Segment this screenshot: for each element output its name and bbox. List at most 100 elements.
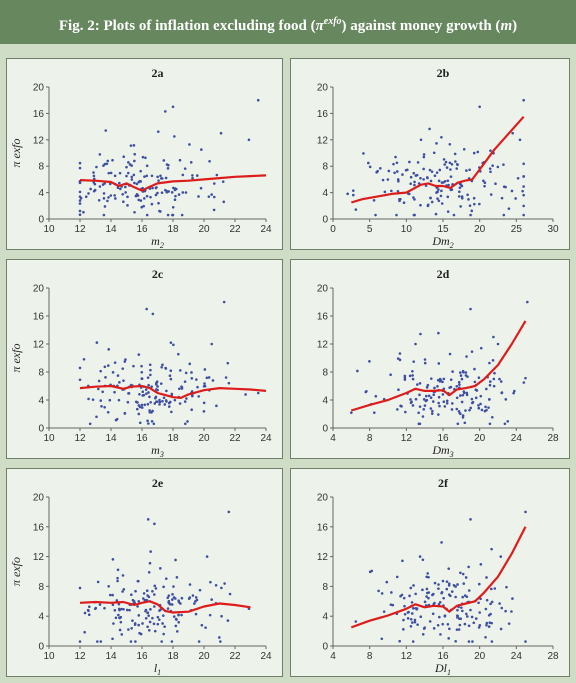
scatter-point (78, 181, 82, 185)
scatter-point (379, 167, 382, 170)
y-tick-label: 16 (33, 522, 45, 533)
scatter-point (487, 406, 490, 409)
scatter-point (469, 213, 472, 217)
scatter-point (459, 374, 463, 377)
scatter-point (163, 625, 166, 628)
scatter-point (449, 175, 453, 178)
scatter-point (432, 151, 436, 155)
scatter-point (161, 622, 164, 625)
y-tick-label: 4 (38, 188, 44, 199)
scatter-point (145, 174, 149, 178)
scatter-point (208, 613, 212, 617)
scatter-point (188, 143, 191, 146)
scatter-point (120, 607, 123, 611)
x-tick-label: 14 (105, 433, 117, 444)
scatter-point (207, 376, 211, 379)
scatter-point (190, 377, 194, 380)
scatter-point (170, 598, 174, 601)
scatter-point (441, 380, 444, 384)
scatter-point (413, 620, 417, 624)
y-tick-label: 4 (38, 396, 44, 407)
scatter-point (396, 408, 399, 411)
scatter-point (389, 603, 393, 606)
scatter-point (512, 391, 515, 395)
x-tick-label: 14 (105, 224, 117, 235)
x-tick-label: 10 (401, 224, 413, 235)
scatter-point (448, 142, 452, 146)
scatter-point (140, 364, 143, 368)
scatter-point (437, 602, 441, 606)
scatter-point (97, 387, 100, 391)
scatter-point (148, 409, 151, 412)
scatter-point (153, 629, 157, 633)
scatter-point (118, 628, 122, 632)
scatter-point (470, 397, 474, 401)
scatter-point (112, 622, 115, 625)
scatter-point (455, 167, 459, 170)
scatter-point (172, 585, 175, 588)
scatter-point (421, 415, 425, 418)
scatter-point (168, 400, 172, 404)
scatter-point (122, 379, 125, 382)
scatter-point (152, 622, 156, 626)
scatter-point (116, 186, 120, 190)
y-tick-label: 16 (317, 312, 329, 323)
x-tick-label: 10 (43, 224, 55, 235)
scatter-point (157, 618, 161, 621)
scatter-point (438, 168, 442, 172)
scatter-point (145, 194, 149, 198)
scatter-point (118, 381, 121, 384)
scatter-point (215, 404, 218, 408)
scatter-point (455, 396, 459, 400)
scatter-point (183, 400, 187, 403)
scatter-point (438, 615, 441, 619)
scatter-point (197, 395, 201, 398)
scatter-point (477, 404, 480, 407)
chart-svg: 2e 0 4 8 12 16 20 10 12 14 16 18 20 22 24 l1 π exfo (9, 476, 272, 677)
scatter-point (456, 583, 459, 586)
scatter-point (108, 593, 112, 597)
scatter-point (78, 202, 82, 205)
scatter-point (222, 300, 226, 304)
fitted-line (350, 320, 527, 412)
scatter-point (126, 400, 130, 404)
scatter-point (442, 400, 446, 403)
scatter-point (157, 179, 160, 182)
scatter-point (422, 153, 426, 156)
scatter-point (78, 378, 82, 382)
scatter-point (124, 191, 127, 194)
scatter-point (498, 377, 501, 381)
scatter-point (115, 599, 119, 602)
scatter-point (134, 589, 137, 593)
scatter-point (165, 163, 169, 166)
scatter-point (158, 400, 162, 404)
fitted-line (350, 526, 527, 629)
scatter-point (455, 407, 459, 411)
y-tick-label: 20 (317, 493, 329, 504)
scatter-point (118, 616, 121, 619)
scatter-point (463, 594, 467, 597)
scatter-point (461, 416, 465, 419)
scatter-point (443, 614, 447, 618)
x-tick-label: 20 (474, 651, 486, 662)
chart-svg: 2b 0 4 8 12 16 20 0 5 10 15 20 25 30 Dm2 (317, 66, 559, 250)
scatter-point (442, 596, 445, 600)
scatter-point (200, 623, 204, 627)
scatter-point (163, 110, 167, 113)
scatter-point (496, 165, 500, 169)
chart-panel-2a: 2a 0 4 8 12 16 20 10 12 14 16 18 20 22 24 m2 π exfo (6, 58, 283, 250)
scatter-point (462, 147, 466, 151)
scatter-point (441, 622, 445, 626)
x-tick-label: 16 (136, 651, 148, 662)
scatter-point (459, 183, 463, 187)
scatter-point (367, 161, 370, 165)
x-axis-label: Dm3 (431, 443, 453, 459)
scatter-point (224, 376, 228, 379)
scatter-point (256, 98, 260, 102)
scatter-point (469, 406, 473, 410)
x-tick-label: 30 (547, 224, 559, 235)
scatter-point (472, 151, 476, 155)
scatter-point (140, 377, 144, 380)
y-tick-label: 4 (322, 396, 328, 407)
scatter-point (480, 408, 484, 412)
